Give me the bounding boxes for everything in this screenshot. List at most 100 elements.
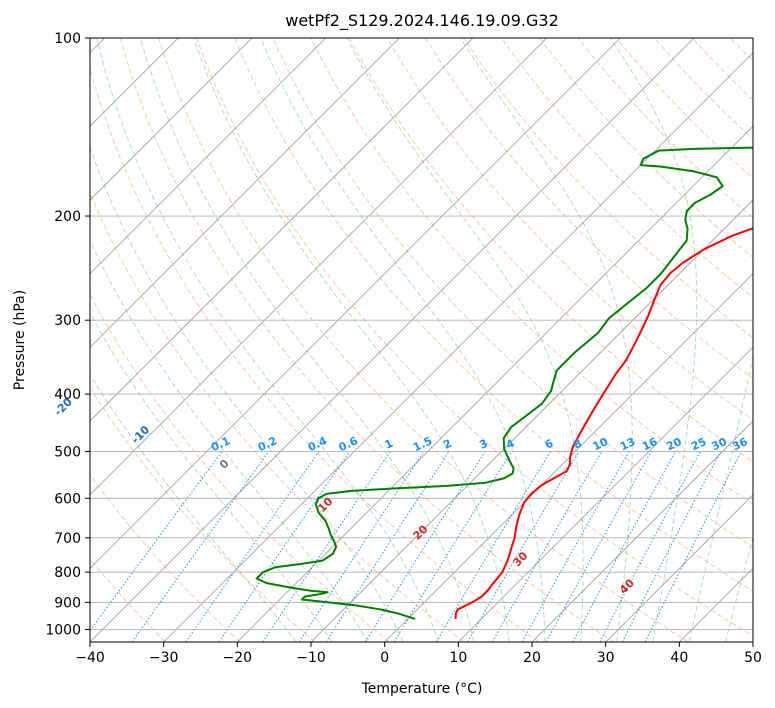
data-series xyxy=(255,146,753,620)
dry-adiabat-line xyxy=(90,474,241,642)
y-tick-label: 800 xyxy=(54,565,81,581)
dry-adiabat-line xyxy=(272,38,753,548)
dry-adiabat-line xyxy=(196,38,753,637)
mixing-ratio-line xyxy=(218,451,351,642)
x-tick-label: −20 xyxy=(223,650,253,666)
x-tick-label: 0 xyxy=(380,650,389,666)
isotherm-line xyxy=(90,38,474,422)
mixing-ratio-line xyxy=(393,451,513,642)
x-tick-label: 10 xyxy=(449,650,467,666)
moist-adiabat-line xyxy=(96,38,439,642)
plot-frame xyxy=(89,37,754,643)
mixing-ratio-label: 25 xyxy=(689,435,708,453)
mixing-ratio-label: 20 xyxy=(664,435,684,453)
mixing-ratio-line xyxy=(325,451,450,642)
isotherm-line xyxy=(90,38,400,348)
dry-adiabat-line xyxy=(463,38,753,339)
dry-adiabat-line xyxy=(425,38,753,380)
series-line xyxy=(255,146,753,620)
mixing-ratio-line xyxy=(521,451,630,642)
y-axis: 100 200 300 400 500 600 700 800 900 1000 xyxy=(45,31,90,638)
y-tick-label: 900 xyxy=(54,595,81,611)
plot-area xyxy=(90,38,775,642)
isotherm-line xyxy=(90,38,547,496)
moist-adiabat-lines xyxy=(90,38,753,642)
y-tick-label: 600 xyxy=(54,491,81,507)
mixing-ratio-line xyxy=(262,451,391,642)
dry-adiabat-line xyxy=(90,386,316,642)
y-axis-label: Pressure (hPa) xyxy=(12,290,28,390)
mixing-ratio-line xyxy=(599,451,701,642)
y-tick-label: 1000 xyxy=(45,622,81,638)
isotherm-line xyxy=(752,641,753,642)
isotherm-line xyxy=(90,38,621,569)
x-tick-label: 20 xyxy=(523,650,541,666)
x-tick-label: −10 xyxy=(296,650,326,666)
mixing-ratio-line xyxy=(131,451,270,642)
dry-adiabat-line xyxy=(386,38,753,421)
mixing-ratio-line xyxy=(545,451,652,642)
dry-adiabat-label: 0 xyxy=(217,457,232,472)
dry-adiabat-line xyxy=(769,38,775,642)
isotherm-line xyxy=(531,420,753,642)
dry-adiabat-line xyxy=(158,38,689,642)
x-tick-label: 50 xyxy=(744,650,762,666)
y-tick-label: 300 xyxy=(54,313,81,329)
dry-adiabat-line xyxy=(577,38,753,219)
x-tick-label: −40 xyxy=(75,650,105,666)
isotherm-line xyxy=(90,38,326,275)
y-tick-label: 200 xyxy=(54,209,81,225)
mixing-ratio-line xyxy=(185,451,320,642)
mixing-ratio-line xyxy=(90,451,223,632)
mixing-ratio-line xyxy=(572,451,676,642)
isotherm-line xyxy=(90,38,253,201)
moist-adiabat-line xyxy=(460,38,633,642)
x-tick-label: 40 xyxy=(670,650,688,666)
pressure-grid-lines xyxy=(90,38,753,630)
isotherm-line xyxy=(90,38,695,642)
mixing-ratio-label: 4 xyxy=(504,437,517,452)
mixing-ratio-label: 36 xyxy=(730,435,750,453)
dry-adiabat-line xyxy=(90,293,390,642)
x-tick-label: 30 xyxy=(597,650,615,666)
mixing-ratio-label: 2 xyxy=(441,437,453,452)
y-tick-label: 500 xyxy=(54,444,81,460)
isotherm-line xyxy=(458,346,753,642)
moist-adiabat-line xyxy=(90,373,297,642)
dry-adiabat-line xyxy=(348,38,753,463)
isotherm-line xyxy=(163,52,753,642)
chart-title: wetPf2_S129.2024.146.19.09.G32 xyxy=(285,11,559,31)
moist-adiabat-line xyxy=(90,146,404,642)
isotherm-line xyxy=(384,273,753,642)
isotherm-line xyxy=(605,494,753,642)
x-tick-label: −30 xyxy=(149,650,179,666)
moist-adiabat-line xyxy=(725,535,753,642)
mixing-ratio-line xyxy=(298,451,425,642)
y-tick-label: 100 xyxy=(54,31,81,47)
isotherm-lines xyxy=(90,38,753,642)
dry-adiabat-line xyxy=(234,38,753,592)
dry-adiabat-label: 40 xyxy=(617,576,637,596)
moist-adiabat-line xyxy=(90,239,369,642)
mixing-ratio-label: 6 xyxy=(543,437,556,452)
mixing-ratio-label: 10 xyxy=(591,435,611,453)
dry-adiabat-line xyxy=(653,38,753,140)
dry-adiabat-line xyxy=(90,66,540,642)
mixing-ratio-label: 30 xyxy=(710,435,730,453)
moist-adiabat-line xyxy=(346,38,584,642)
dry-adiabat-label: -10 xyxy=(129,423,152,446)
moist-adiabat-line xyxy=(139,38,475,642)
mixing-ratio-label: 13 xyxy=(618,435,637,453)
mixing-ratio-line xyxy=(364,451,486,642)
mixing-ratio-label: 1 xyxy=(383,437,395,452)
mixing-ratio-lines xyxy=(90,451,742,642)
isotherm-line xyxy=(310,199,753,642)
dry-adiabat-line xyxy=(310,38,753,505)
mixing-ratio-line xyxy=(644,451,742,642)
isotherm-line xyxy=(237,125,753,642)
moist-adiabat-line xyxy=(609,38,698,642)
dry-adiabat-label: 30 xyxy=(510,549,530,569)
moist-adiabat-line xyxy=(688,354,753,642)
series-line xyxy=(454,227,753,620)
